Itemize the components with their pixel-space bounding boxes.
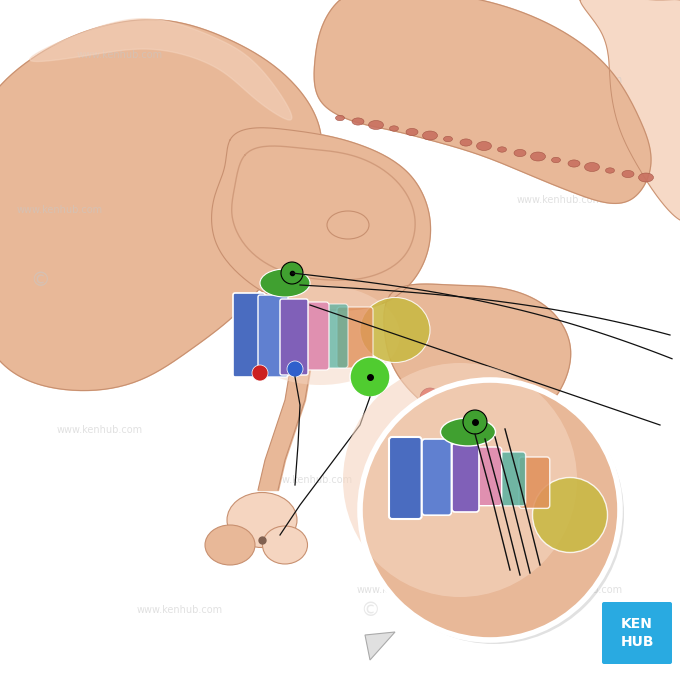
Text: www.kenhub.com: www.kenhub.com — [17, 205, 103, 215]
Polygon shape — [211, 128, 430, 310]
Ellipse shape — [260, 269, 310, 297]
Polygon shape — [314, 0, 651, 203]
Ellipse shape — [530, 152, 545, 161]
Ellipse shape — [352, 118, 364, 125]
Circle shape — [252, 365, 268, 381]
Polygon shape — [580, 0, 680, 222]
FancyBboxPatch shape — [519, 457, 549, 509]
Ellipse shape — [443, 136, 452, 141]
FancyBboxPatch shape — [258, 295, 288, 377]
Text: www.kenhub.com: www.kenhub.com — [137, 605, 223, 615]
Ellipse shape — [605, 168, 615, 173]
Text: www.kenhub.com: www.kenhub.com — [517, 195, 603, 205]
FancyBboxPatch shape — [499, 452, 526, 506]
FancyBboxPatch shape — [477, 447, 502, 506]
Ellipse shape — [498, 147, 507, 152]
Text: www.kenhub.com: www.kenhub.com — [497, 425, 583, 435]
Circle shape — [364, 384, 624, 644]
Polygon shape — [30, 18, 292, 120]
Ellipse shape — [335, 116, 345, 121]
Circle shape — [360, 380, 620, 640]
Ellipse shape — [369, 120, 384, 129]
Text: www.kenhub.com: www.kenhub.com — [277, 180, 363, 190]
Circle shape — [281, 262, 303, 284]
FancyBboxPatch shape — [422, 439, 452, 515]
Ellipse shape — [477, 141, 492, 150]
FancyBboxPatch shape — [602, 602, 672, 664]
Ellipse shape — [532, 477, 607, 552]
Circle shape — [287, 361, 303, 377]
Circle shape — [343, 363, 577, 597]
Text: www.kenhub.com: www.kenhub.com — [537, 75, 623, 85]
Circle shape — [463, 410, 487, 434]
Ellipse shape — [390, 126, 398, 131]
Ellipse shape — [327, 211, 369, 239]
Text: ©: © — [30, 271, 50, 290]
Text: www.kenhub.com: www.kenhub.com — [77, 50, 163, 60]
Ellipse shape — [205, 525, 255, 565]
Text: www.kenhub.com: www.kenhub.com — [57, 425, 143, 435]
Text: www.kenhub.com: www.kenhub.com — [537, 585, 623, 595]
Polygon shape — [0, 20, 322, 390]
Ellipse shape — [551, 157, 560, 163]
Polygon shape — [365, 632, 395, 660]
Text: www.kenhub.com: www.kenhub.com — [267, 475, 353, 485]
Text: www.kenhub.com: www.kenhub.com — [357, 585, 443, 595]
Ellipse shape — [360, 298, 430, 362]
Ellipse shape — [622, 171, 634, 177]
FancyBboxPatch shape — [233, 293, 265, 377]
Ellipse shape — [585, 163, 600, 171]
Ellipse shape — [422, 131, 437, 140]
Polygon shape — [384, 284, 571, 430]
Ellipse shape — [240, 285, 400, 385]
Text: www.kenhub.com: www.kenhub.com — [337, 40, 423, 50]
Ellipse shape — [639, 173, 653, 182]
FancyBboxPatch shape — [280, 299, 308, 375]
Text: ©: © — [360, 600, 380, 619]
Ellipse shape — [460, 139, 472, 146]
Ellipse shape — [514, 150, 526, 156]
Ellipse shape — [406, 129, 418, 135]
FancyBboxPatch shape — [337, 307, 373, 368]
FancyBboxPatch shape — [452, 443, 479, 512]
Circle shape — [420, 388, 440, 408]
FancyBboxPatch shape — [301, 302, 329, 370]
Text: ©: © — [623, 613, 637, 627]
FancyBboxPatch shape — [317, 304, 348, 368]
Ellipse shape — [227, 492, 297, 547]
Text: KEN
HUB: KEN HUB — [620, 617, 653, 649]
Ellipse shape — [441, 418, 496, 446]
FancyBboxPatch shape — [389, 437, 422, 519]
Circle shape — [350, 357, 390, 397]
Ellipse shape — [568, 160, 580, 167]
Ellipse shape — [262, 526, 307, 564]
